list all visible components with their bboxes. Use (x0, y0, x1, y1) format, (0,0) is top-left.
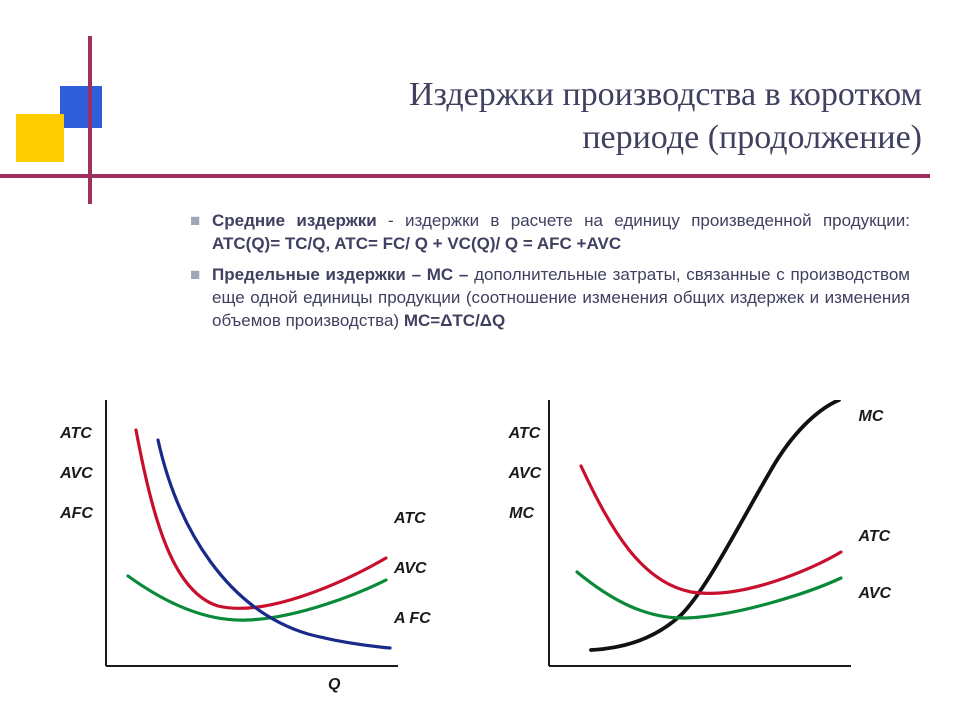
bullet-text: Средние издержки - издержки в расчете на… (212, 210, 910, 256)
chart-right: ATC AVC MC MCATCAVC (481, 400, 934, 700)
curve-label-mc: MC (859, 408, 884, 426)
slide-body: ■ Средние издержки - издержки в расчете … (190, 210, 910, 341)
bullet-item: ■ Предельные издержки – МС – дополнитель… (190, 264, 910, 333)
bullet-rest: - издержки в расчете на единицу произвед… (377, 211, 910, 230)
curve-avc (128, 576, 386, 620)
bullet-item: ■ Средние издержки - издержки в расчете … (190, 210, 910, 256)
chart-right-svg (481, 400, 936, 700)
curve-label-atc: ATC (394, 510, 426, 528)
slide-title-line2: периоде (продолжение) (582, 119, 922, 156)
bullet-tail: МС=ΔTC/ΔQ (404, 311, 505, 330)
bullet-marker-icon: ■ (190, 210, 212, 233)
deco-horizontal-line (0, 174, 930, 178)
bullet-marker-icon: ■ (190, 264, 212, 287)
bullet-lead: Средние издержки (212, 211, 377, 230)
curve-mc (591, 400, 839, 650)
chart-left: ATC AVC AFC Q ATCAVCA FC (28, 400, 481, 700)
chart-left-x-axis-label: Q (328, 676, 340, 694)
charts-container: ATC AVC AFC Q ATCAVCA FC ATC AVC MC MCAT… (28, 400, 933, 700)
bullet-text: Предельные издержки – МС – дополнительны… (212, 264, 910, 333)
curve-label-atc: ATC (859, 528, 891, 546)
bullet-tail: ATC(Q)= TC/Q, ATC= FC/ Q + VC(Q)/ Q = AF… (212, 234, 621, 253)
chart-left-svg (28, 400, 478, 700)
curve-label-avc: AVC (859, 585, 892, 603)
curve-label-afc: A FC (394, 610, 431, 628)
slide-title-line1: Издержки производства в коротком (409, 76, 922, 113)
slide-title: Издержки производства в коротком периоде… (409, 74, 922, 159)
curve-atc (136, 430, 386, 608)
curve-label-avc: AVC (394, 560, 427, 578)
bullet-lead: Предельные издержки – МС – (212, 265, 468, 284)
deco-vertical-line (88, 36, 92, 204)
deco-square-blue (60, 86, 102, 128)
deco-square-yellow (16, 114, 64, 162)
